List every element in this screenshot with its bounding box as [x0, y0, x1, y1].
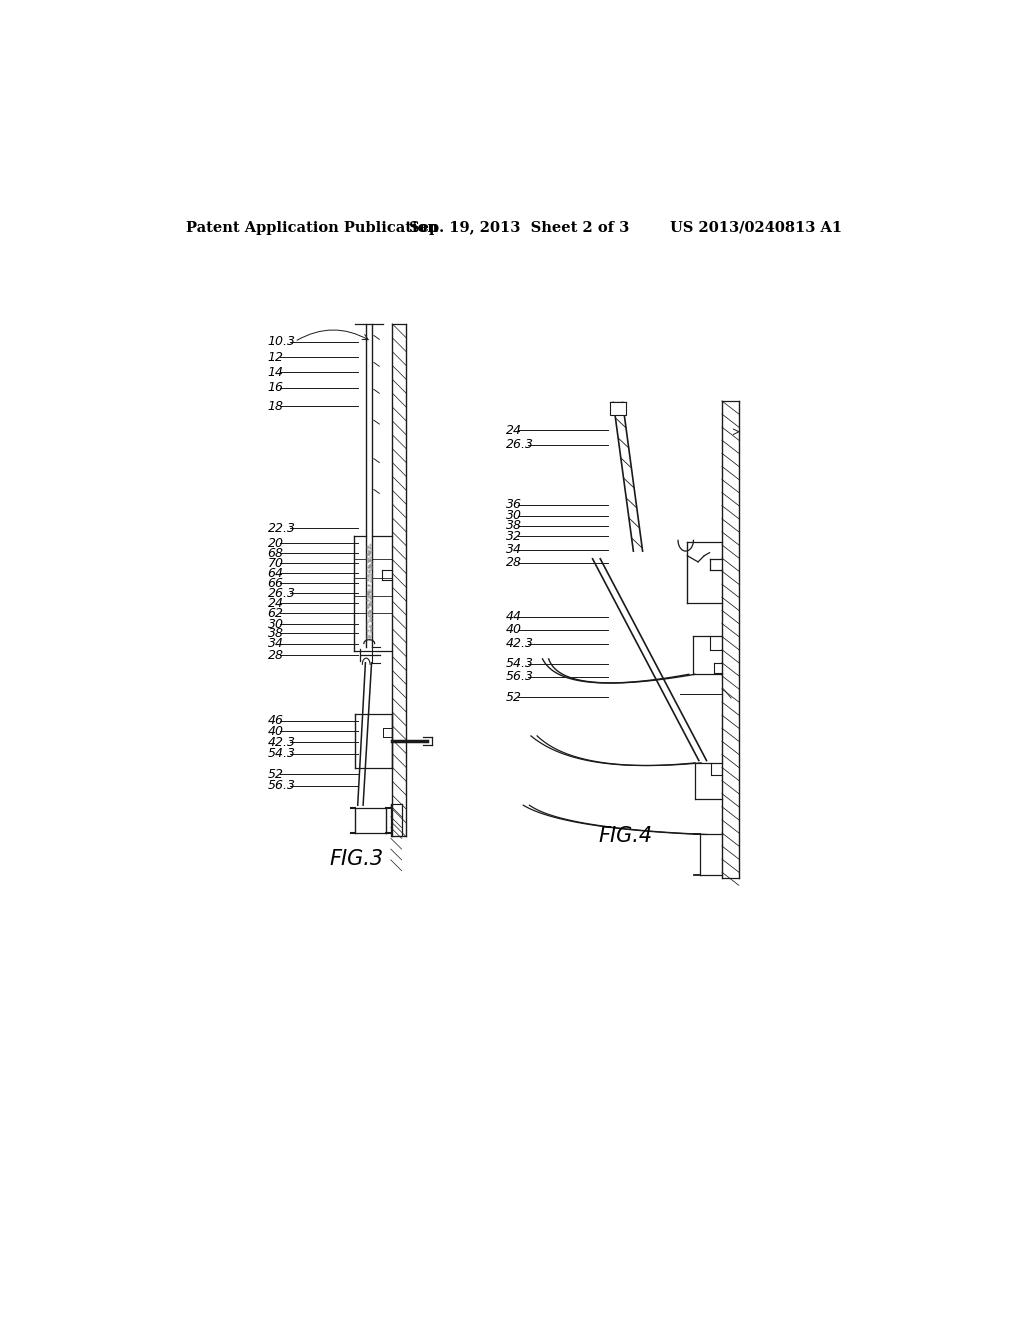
- Text: 54.3: 54.3: [267, 747, 296, 760]
- Text: 42.3: 42.3: [267, 735, 296, 748]
- Text: 10.3: 10.3: [267, 335, 296, 348]
- Text: 56.3: 56.3: [267, 779, 296, 792]
- Text: 52: 52: [506, 690, 521, 704]
- Text: 24: 24: [267, 597, 284, 610]
- Text: 42.3: 42.3: [506, 638, 534, 649]
- Text: 46: 46: [267, 714, 284, 727]
- Text: 28: 28: [506, 556, 521, 569]
- Text: 14: 14: [267, 366, 284, 379]
- Text: Patent Application Publication: Patent Application Publication: [186, 220, 438, 235]
- Text: FIG.4: FIG.4: [599, 826, 653, 846]
- Text: 30: 30: [267, 618, 284, 631]
- Text: 68: 68: [267, 546, 284, 560]
- Text: 22.3: 22.3: [267, 521, 296, 535]
- Text: US 2013/0240813 A1: US 2013/0240813 A1: [670, 220, 842, 235]
- Text: 34: 34: [267, 638, 284, 649]
- Text: Sep. 19, 2013  Sheet 2 of 3: Sep. 19, 2013 Sheet 2 of 3: [410, 220, 630, 235]
- Text: 62: 62: [267, 607, 284, 620]
- Text: 26.3: 26.3: [506, 438, 534, 451]
- Text: 24: 24: [506, 424, 521, 437]
- Text: 66: 66: [267, 577, 284, 590]
- Text: 30: 30: [506, 510, 521, 523]
- Text: 36: 36: [506, 499, 521, 511]
- Text: 70: 70: [267, 557, 284, 570]
- Text: 20: 20: [267, 537, 284, 550]
- Text: 28: 28: [267, 648, 284, 661]
- Text: 12: 12: [267, 351, 284, 363]
- Text: 52: 52: [267, 768, 284, 781]
- Bar: [610, 403, 626, 414]
- Text: 54.3: 54.3: [506, 657, 534, 671]
- Text: 26.3: 26.3: [267, 587, 296, 601]
- Text: 16: 16: [267, 381, 284, 395]
- Text: FIG.3: FIG.3: [330, 849, 383, 869]
- Text: 64: 64: [267, 566, 284, 579]
- Text: 32: 32: [506, 529, 521, 543]
- Text: 56.3: 56.3: [506, 671, 534, 684]
- Text: 40: 40: [506, 623, 521, 636]
- Text: 38: 38: [506, 519, 521, 532]
- Text: 34: 34: [506, 543, 521, 556]
- Text: 40: 40: [267, 725, 284, 738]
- Text: 18: 18: [267, 400, 284, 413]
- Text: 38: 38: [267, 627, 284, 640]
- Text: 44: 44: [506, 610, 521, 623]
